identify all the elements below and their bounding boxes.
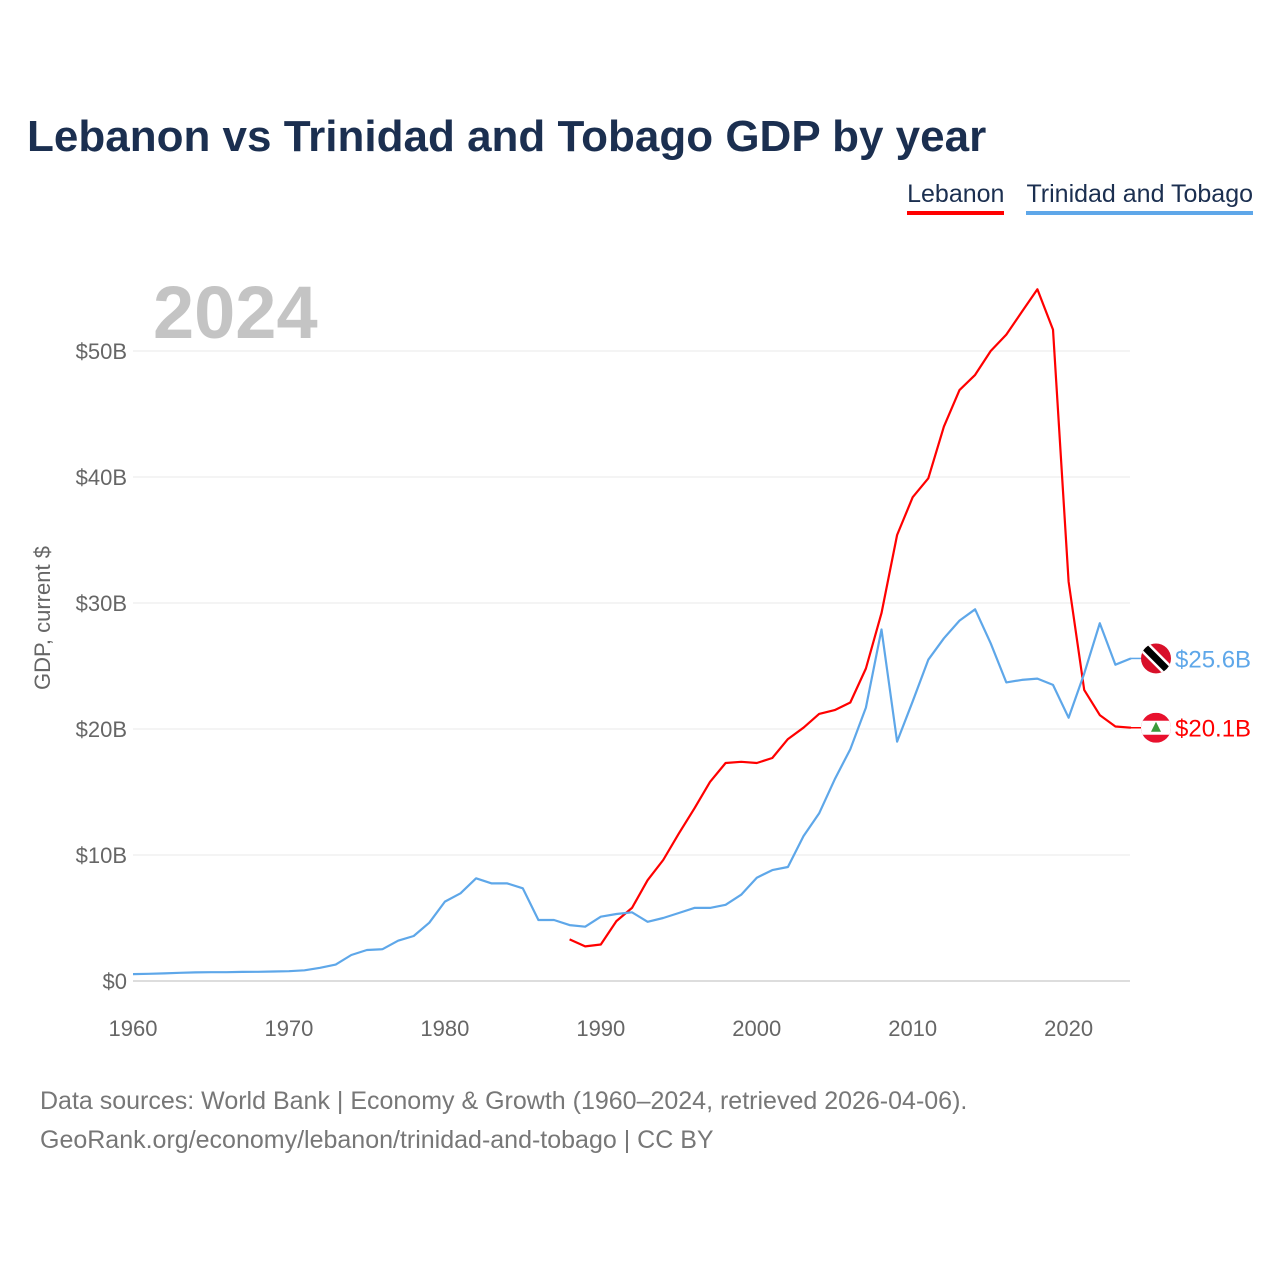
flag-body — [1141, 712, 1171, 743]
y-axis-label: GDP, current $ — [30, 546, 55, 690]
x-tick-label: 2000 — [732, 1016, 781, 1041]
year-watermark: 2024 — [153, 271, 318, 354]
flag-black-stripe — [1141, 643, 1171, 674]
y-tick-label: $40B — [76, 465, 127, 490]
y-tick-label: $0 — [103, 969, 127, 994]
footer: Data sources: World Bank | Economy & Gro… — [40, 1082, 967, 1160]
end-value-label: $20.1B — [1175, 716, 1251, 743]
x-tick-label: 2010 — [888, 1016, 937, 1041]
end-value-label: $25.6B — [1175, 646, 1251, 673]
legend-lebanon[interactable]: Lebanon — [907, 180, 1005, 215]
legend-trinidad[interactable]: Trinidad and Tobago — [1026, 180, 1253, 215]
y-tick-label: $10B — [76, 843, 127, 868]
y-tick-label: $20B — [76, 717, 127, 742]
series-line-lebanon — [569, 288, 1132, 948]
lebanon-flag-icon — [1141, 712, 1171, 743]
flag-body — [1141, 643, 1171, 674]
x-tick-label: 2020 — [1044, 1016, 1093, 1041]
y-tick-label: $50B — [76, 339, 127, 364]
x-tick-label: 1980 — [420, 1016, 469, 1041]
x-tick-label: 1990 — [576, 1016, 625, 1041]
x-tick-label: 1960 — [109, 1016, 158, 1041]
series-line-trinidad-and-tobago — [132, 608, 1132, 976]
cedar-icon — [1151, 721, 1161, 732]
chart-title: Lebanon vs Trinidad and Tobago GDP by ye… — [27, 112, 987, 161]
x-tick-label: 1970 — [264, 1016, 313, 1041]
trinidad-flag-icon — [1141, 643, 1171, 674]
legend: Lebanon Trinidad and Tobago — [907, 180, 1253, 215]
y-tick-label: $30B — [76, 591, 127, 616]
source-link[interactable]: GeoRank.org/economy/lebanon/trinidad-and… — [40, 1126, 714, 1154]
source-text: Data sources: World Bank | Economy & Gro… — [40, 1087, 968, 1115]
